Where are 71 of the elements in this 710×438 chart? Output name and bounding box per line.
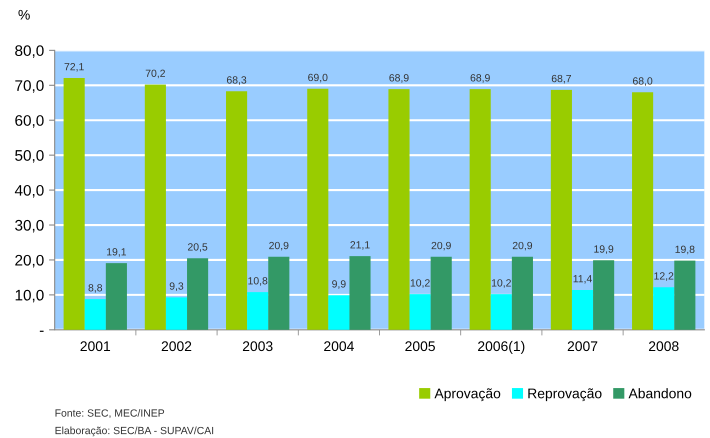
bar — [226, 91, 248, 330]
data-label: 68,3 — [226, 76, 246, 85]
data-label: 68,7 — [552, 74, 572, 84]
data-label: 9,9 — [332, 280, 346, 289]
bar — [470, 89, 491, 330]
bar — [674, 260, 696, 330]
y-tick-label: 20,0 — [15, 254, 44, 268]
data-label: 68,9 — [389, 74, 409, 83]
data-label: 21,1 — [350, 241, 370, 250]
bar — [166, 297, 188, 330]
y-tick-label: 40,0 — [14, 184, 44, 198]
y-tick-label: 60,0 — [15, 115, 44, 128]
data-label: 10,2 — [492, 279, 511, 288]
legend-label: Reprovação — [528, 388, 602, 402]
bar — [512, 256, 533, 330]
legend-label: Aprovação — [434, 388, 500, 402]
bar — [490, 294, 512, 330]
bar — [307, 88, 328, 330]
data-label: 8,8 — [88, 284, 102, 293]
data-label: 10,8 — [248, 277, 268, 286]
bar — [328, 295, 350, 330]
data-label: 9,3 — [170, 282, 184, 291]
source-note: Fonte: SEC, MEC/INEP — [56, 409, 164, 418]
x-tick-label: 2004 — [324, 341, 354, 352]
data-label: 20,9 — [269, 242, 288, 250]
bar — [388, 89, 410, 330]
data-label: 11,4 — [574, 275, 592, 284]
data-label: 20,9 — [512, 242, 532, 250]
data-label: 72,1 — [64, 62, 84, 72]
x-tick-label: 2003 — [242, 341, 273, 352]
x-tick-label: 2008 — [648, 341, 679, 352]
bar — [653, 287, 674, 330]
bar — [144, 84, 166, 330]
bar — [632, 92, 654, 330]
data-label: 70,2 — [146, 70, 165, 78]
bar — [268, 256, 290, 330]
y-tick-label: 10,0 — [16, 290, 44, 302]
text: Elaboração: SEC/BA - SUPAV/CAI — [56, 426, 214, 436]
bar — [247, 292, 268, 330]
data-label: 20,9 — [432, 242, 451, 250]
data-label: 68,0 — [632, 77, 652, 86]
y-tick-label: 70,0 — [15, 80, 44, 93]
data-label: 19,8 — [675, 246, 695, 254]
y-tick-label: - — [40, 330, 44, 332]
bar — [593, 260, 614, 330]
y-tick-label: 30,0 — [15, 220, 44, 233]
bar — [187, 258, 208, 330]
bar — [550, 90, 572, 330]
x-tick-label: 2002 — [162, 341, 192, 352]
x-tick-label: 2001 — [80, 341, 110, 352]
data-label: 19,1 — [107, 248, 126, 257]
bar — [572, 290, 594, 330]
bar — [410, 294, 431, 330]
x-tick-label: 2006(1) — [478, 340, 524, 354]
bar — [106, 263, 127, 330]
y-tick-label: 80,0 — [15, 45, 44, 58]
bar — [84, 299, 106, 330]
bar — [430, 256, 452, 330]
data-label: 19,9 — [594, 245, 614, 254]
y-axis-title: % — [18, 10, 30, 20]
data-label: 68,9 — [470, 74, 490, 83]
data-label: 12,2 — [654, 272, 674, 281]
y-tick-label: 50,0 — [15, 150, 44, 163]
bar — [64, 78, 85, 330]
legend-label: Abandono — [628, 388, 692, 398]
data-label: 10,2 — [410, 279, 430, 288]
data-label: 69,0 — [308, 74, 328, 82]
bar — [349, 256, 371, 330]
data-label: 20,5 — [188, 243, 208, 252]
x-tick-label: 2007 — [568, 341, 598, 352]
x-tick-label: 2005 — [405, 341, 435, 352]
